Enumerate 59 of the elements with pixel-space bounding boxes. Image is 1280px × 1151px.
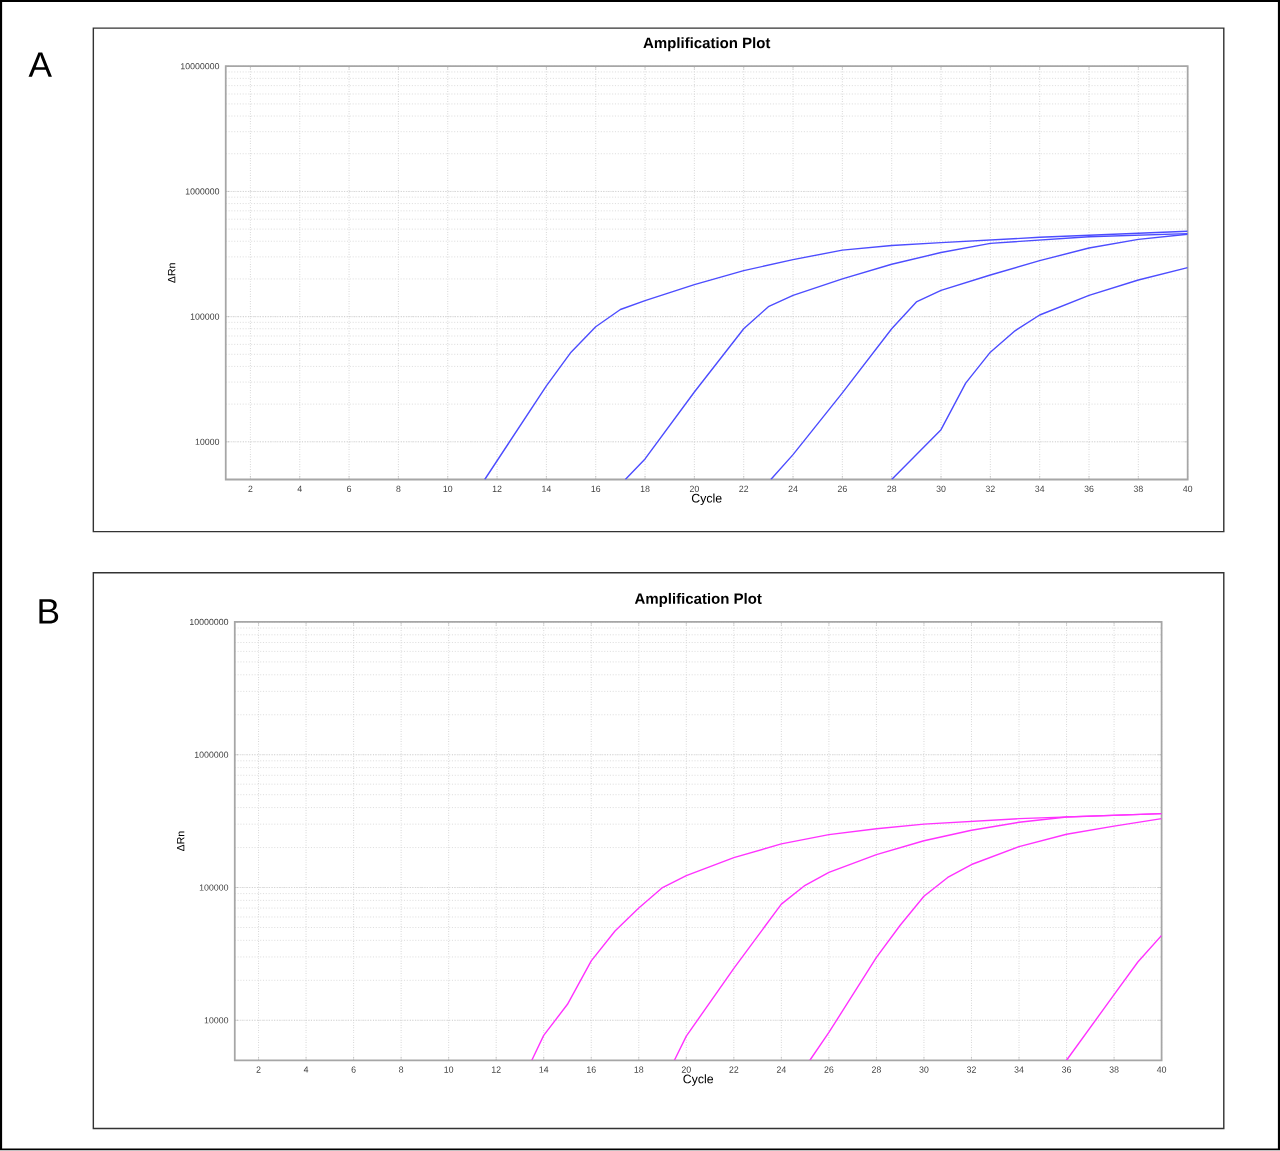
x-axis-title: Cycle: [683, 1074, 714, 1086]
x-tick-label: 4: [303, 1066, 309, 1073]
text: A: [28, 52, 52, 77]
x-tick-label: 38: [1133, 485, 1143, 493]
line-series: [809, 818, 1162, 1061]
x-tick-label: 6: [347, 485, 352, 493]
x-tick-label: 6: [351, 1066, 356, 1073]
x-tick-label: 16: [591, 485, 601, 493]
x-tick-label: 8: [399, 1066, 404, 1073]
y-tick-label: 10000: [195, 438, 220, 446]
x-tick-label: 18: [634, 1066, 644, 1073]
x-tick-label: 24: [776, 1066, 787, 1073]
x-tick-label: 28: [871, 1066, 881, 1073]
x-tick-label: 14: [539, 1066, 549, 1073]
x-tick-label: 12: [491, 1066, 501, 1073]
x-tick-label: 36: [1084, 485, 1094, 493]
y-axis-title: ΔRn: [167, 263, 176, 284]
x-tick-label: 26: [824, 1066, 834, 1073]
y-tick-label: 1000000: [194, 751, 229, 759]
y-tick-label: 1000000: [185, 188, 220, 195]
x-tick-label: 22: [739, 485, 749, 493]
line-series: [890, 267, 1188, 480]
x-tick-label: 34: [1035, 485, 1045, 493]
x-tick-label: 16: [587, 1066, 596, 1073]
x-tick-label: 22: [729, 1066, 739, 1073]
x-tick-label: 30: [919, 1066, 929, 1073]
x-tick-label: 40: [1156, 1066, 1167, 1073]
chart-title: Amplification Plot: [643, 37, 771, 52]
y-tick-label: 100000: [190, 313, 220, 320]
chart-title: Amplification Plot: [634, 593, 762, 608]
x-tick-label: 2: [248, 485, 253, 493]
y-tick-label: 10000: [204, 1017, 229, 1024]
y-tick-label: 10000000: [180, 63, 220, 70]
x-tick-label: 32: [966, 1066, 976, 1073]
x-tick-label: 12: [492, 485, 502, 493]
x-tick-label: 14: [542, 485, 552, 492]
x-tick-label: 26: [837, 485, 847, 493]
x-tick-label: 40: [1182, 485, 1193, 493]
x-tick-label: 32: [985, 485, 995, 493]
x-tick-label: 20: [681, 1066, 691, 1073]
x-axis-title: Cycle: [691, 493, 722, 506]
x-tick-label: 10: [443, 485, 453, 493]
x-tick-label: 18: [640, 485, 650, 493]
text: B: [39, 599, 59, 624]
x-tick-label: 24: [788, 485, 798, 493]
x-tick-label: 30: [936, 485, 946, 493]
x-tick-label: 10: [444, 1066, 454, 1073]
y-tick-label: 10000000: [190, 619, 229, 626]
x-tick-label: 38: [1109, 1066, 1119, 1073]
x-tick-label: 34: [1014, 1066, 1024, 1073]
x-tick-label: 8: [396, 485, 401, 493]
y-tick-label: 100000: [199, 884, 229, 891]
x-tick-label: 28: [887, 485, 897, 493]
y-axis-title: ΔRn: [177, 831, 185, 852]
line-series: [1065, 934, 1162, 1061]
x-tick-label: 4: [297, 485, 302, 492]
x-tick-label: 36: [1061, 1066, 1072, 1073]
x-tick-label: 2: [256, 1066, 261, 1073]
x-tick-label: 20: [689, 485, 699, 493]
